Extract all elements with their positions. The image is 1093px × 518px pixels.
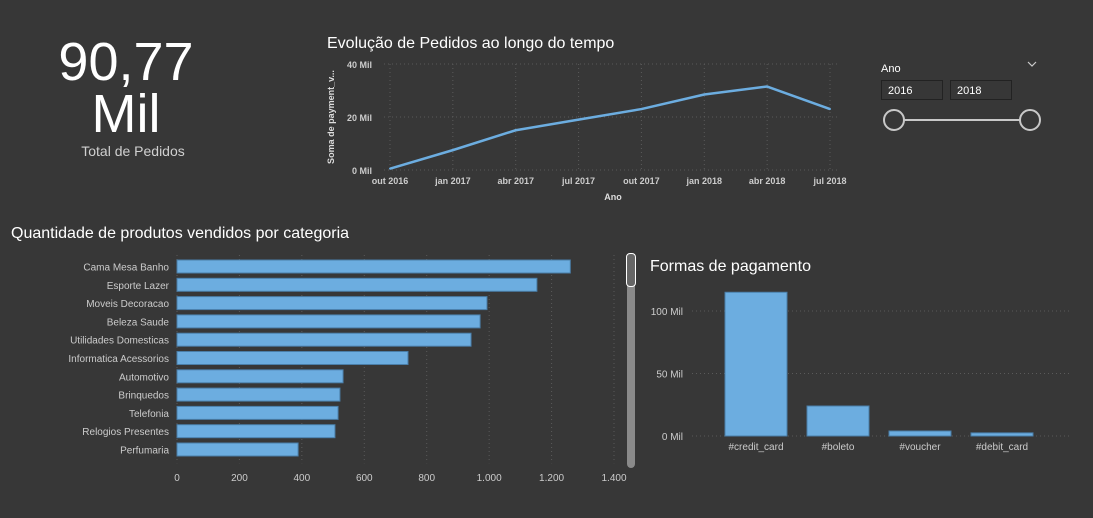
hbar-category-label: Moveis Decoracao: [86, 299, 169, 310]
vbar-category-label: #voucher: [899, 442, 941, 453]
kpi-value: 90,77: [58, 32, 194, 92]
line-xtick-label: jul 2017: [561, 176, 595, 186]
line-xtick-label: out 2017: [623, 176, 660, 186]
line-point: [640, 108, 643, 111]
year-from-input[interactable]: 2016: [881, 80, 943, 100]
category-bar-chart: 0 200 400 600 800 1.000 1.200 1.400 Cama Mesa Ba…: [68, 255, 627, 484]
category-chart-title: Quantidade de produtos vendidos por cate…: [11, 225, 350, 242]
hbar-xtick-label: 200: [231, 473, 248, 484]
line-xtick-label: jul 2018: [812, 176, 846, 186]
hbar-bar: [176, 259, 571, 274]
line-xtick-label: abr 2017: [497, 176, 534, 186]
hbar-bar: [176, 351, 409, 365]
line-xtick-label: abr 2018: [749, 176, 786, 186]
vbar-bar: [724, 291, 788, 437]
line-point: [829, 108, 831, 111]
kpi-label: Total de Pedidos: [81, 143, 185, 159]
line-xtick-label: out 2016: [372, 176, 409, 186]
vbar-category-label: #boleto: [822, 442, 855, 453]
scrollbar-track[interactable]: [626, 253, 636, 468]
year-range-slider[interactable]: [880, 106, 1046, 134]
line-series: [389, 85, 831, 170]
slicer-label: Ano: [881, 63, 901, 75]
line-ytick-label: 20 Mil: [347, 113, 372, 123]
hbar-xtick-label: 600: [356, 473, 373, 484]
line-point: [514, 129, 517, 132]
hbar-xtick-label: 0: [174, 473, 180, 484]
kpi-unit: Mil: [91, 84, 161, 144]
line-ytick-label: 40 Mil: [347, 60, 372, 70]
vbar-bar: [970, 432, 1034, 437]
hbar-xtick-label: 1.200: [539, 473, 564, 484]
hbar-category-label: Telefonia: [129, 409, 169, 420]
hbar-category-label: Perfumaria: [120, 446, 169, 457]
hbar-category-label: Automotivo: [119, 372, 169, 383]
line-chart-ylabel: Soma de payment_v...: [326, 70, 336, 164]
kpi-card: 90,77 Mil: [0, 32, 252, 144]
hbar-xtick-label: 1.000: [477, 473, 502, 484]
line-ytick-label: 0 Mil: [352, 166, 372, 176]
year-to-input[interactable]: 2018: [950, 80, 1012, 100]
hbar-xtick-label: 1.400: [601, 473, 626, 484]
hbar-category-label: Beleza Saude: [107, 317, 170, 328]
hbar-category-label: Esporte Lazer: [107, 281, 170, 292]
hbar-category-label: Utilidades Domesticas: [70, 336, 169, 347]
slider-handle-start[interactable]: [883, 109, 905, 131]
hbar-category-label: Relogios Presentes: [82, 427, 169, 438]
line-xtick-label: jan 2017: [434, 176, 471, 186]
vbar-ytick-label: 0 Mil: [662, 432, 683, 443]
line-chart-title: Evolução de Pedidos ao longo do tempo: [327, 35, 615, 52]
hbar-bar: [176, 442, 299, 457]
line-xtick-label: jan 2018: [686, 176, 723, 186]
vbar-ytick-label: 50 Mil: [656, 370, 683, 381]
hbar-bar: [176, 387, 341, 402]
line-point: [451, 149, 454, 152]
vbar-bar: [888, 430, 952, 437]
payment-chart-title: Formas de pagamento: [650, 258, 811, 275]
hbar-xtick-label: 800: [418, 473, 435, 484]
hbar-bar: [176, 332, 472, 347]
hbar-bar: [176, 369, 344, 384]
hbar-bar: [176, 296, 488, 311]
line-point: [703, 93, 706, 96]
line-chart: Soma de payment_v... Ano 0 Mil 20 Mil 40 M…: [326, 60, 847, 202]
hbar-category-label: Informatica Acessorios: [68, 354, 169, 365]
hbar-category-label: Cama Mesa Banho: [83, 263, 169, 274]
line-point: [766, 85, 769, 88]
hbar-bar: [176, 314, 481, 329]
hbar-xtick-label: 400: [294, 473, 311, 484]
line-chart-xlabel: Ano: [604, 192, 622, 202]
slider-handle-end[interactable]: [1019, 109, 1041, 131]
payment-bar-chart: 0 Mil 50 Mil 100 Mil #credit_card #boleto #vo…: [651, 291, 1070, 453]
vbar-bar: [806, 405, 870, 437]
hbar-category-label: Brinquedos: [118, 391, 169, 402]
vbar-category-label: #credit_card: [728, 442, 783, 453]
hbar-bar: [176, 277, 538, 292]
hbar-bar: [176, 424, 336, 439]
line-point: [389, 167, 391, 170]
vbar-category-label: #debit_card: [976, 442, 1028, 453]
line-point: [577, 118, 580, 121]
vbar-ytick-label: 100 Mil: [651, 307, 683, 318]
chevron-down-icon[interactable]: [1027, 59, 1037, 71]
scrollbar-thumb[interactable]: [626, 253, 636, 287]
hbar-bar: [176, 405, 339, 420]
